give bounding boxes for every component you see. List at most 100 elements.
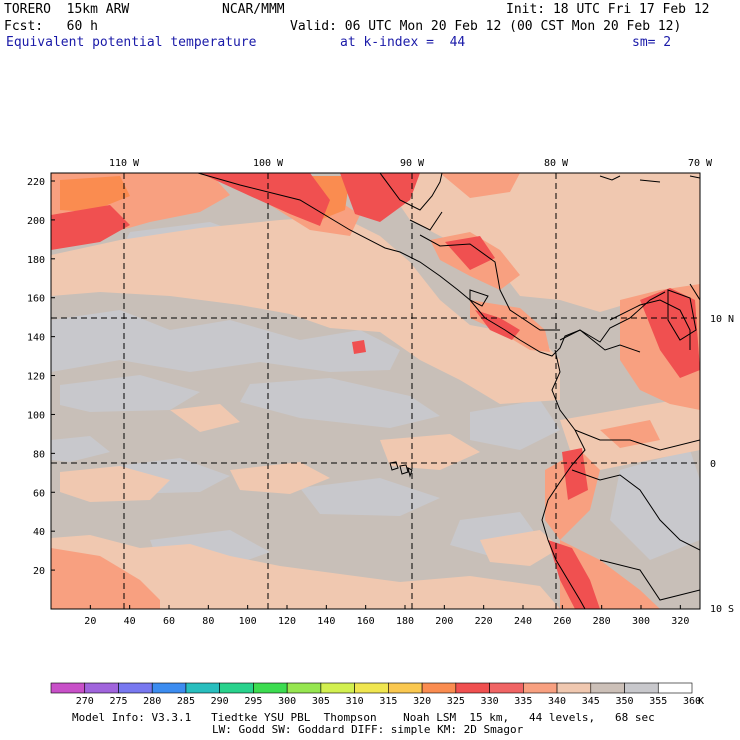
lon-label: 100 W <box>253 158 284 169</box>
y-tick-label: 120 <box>27 372 45 383</box>
colorbar-label: 285 <box>177 696 195 707</box>
theta-e-field <box>51 173 700 609</box>
colorbar-label: 280 <box>143 696 161 707</box>
colorbar-label: 335 <box>514 696 532 707</box>
coastlines <box>197 173 700 609</box>
colorbar-label: 360 <box>683 696 701 707</box>
colorbar-swatch <box>50 682 86 694</box>
lon-labels: 110 W 100 W 90 W 80 W 70 W <box>109 158 713 169</box>
graticule <box>51 173 700 609</box>
colorbar-label: 330 <box>481 696 499 707</box>
peru-border <box>571 469 700 551</box>
lon-label: 70 W <box>688 158 713 169</box>
colorbar-swatch <box>455 682 490 694</box>
colorbar-swatch <box>84 682 119 694</box>
x-tick-label: 200 <box>435 616 453 627</box>
colorbar-swatch <box>286 682 322 694</box>
colorbar-unit: K <box>698 696 704 707</box>
colorbar-label: 305 <box>312 696 330 707</box>
x-tick-label: 60 <box>163 616 175 627</box>
lon-label: 80 W <box>544 158 569 169</box>
colorbar-label: 270 <box>76 696 94 707</box>
x-tick-label: 300 <box>632 616 650 627</box>
y-tick-label: 60 <box>33 488 45 499</box>
central-america-pacific-coast <box>197 173 666 357</box>
y-tick-label: 220 <box>27 177 45 188</box>
x-tick-label: 80 <box>202 616 214 627</box>
x-tick-label: 160 <box>357 616 375 627</box>
orange-patch <box>60 176 130 212</box>
colorbar-label: 345 <box>582 696 600 707</box>
colorbar-label: 290 <box>211 696 229 707</box>
colorbar-swatch <box>523 682 558 694</box>
peach-regions <box>51 173 700 609</box>
colorbar-swatch <box>118 682 153 694</box>
x-tick-label: 140 <box>317 616 335 627</box>
guatemala-border <box>409 211 443 231</box>
x-tick-labels: 20 40 60 80 100 120 140 160 180 200 220 240 260 280 30… <box>84 605 689 627</box>
south-america-coast <box>541 349 586 609</box>
colorbar-label: 320 <box>413 696 431 707</box>
colorbar-swatch <box>354 682 389 694</box>
colorbar-swatch <box>253 682 288 694</box>
model-info: Model Info: V3.3.1 Tiedtke YSU PBL Thomp… <box>72 711 655 724</box>
org-label: NCAR/MMM <box>222 2 285 17</box>
colorbar-swatch <box>590 682 625 694</box>
peru-brazil-border <box>599 559 700 601</box>
y-tick-label: 200 <box>27 216 45 227</box>
y-tick-label: 40 <box>33 527 45 538</box>
lat-label: 10 N <box>710 314 734 325</box>
colorbar-label: 295 <box>244 696 262 707</box>
colorbar-swatch <box>657 682 693 694</box>
warm-regions <box>51 173 700 609</box>
colorbar-swatch <box>388 682 423 694</box>
maracaibo-lake <box>667 289 697 341</box>
lon-label: 110 W <box>109 158 140 169</box>
yucatan-coast <box>379 173 443 211</box>
colorbar-label: 350 <box>615 696 633 707</box>
level-label: at k-index = 44 <box>340 35 466 50</box>
lat-label: 10 S <box>710 604 734 615</box>
x-tick-label: 20 <box>84 616 96 627</box>
colorbar-label: 325 <box>447 696 465 707</box>
colorbar-label: 300 <box>278 696 296 707</box>
x-tick-label: 100 <box>239 616 257 627</box>
x-tick-label: 240 <box>514 616 532 627</box>
colorbar: 270 275 280 285 290 295 300 305 310 315 320 325 330 3… <box>50 682 701 707</box>
colorbar-swatch <box>185 682 220 694</box>
y-tick-label: 140 <box>27 333 45 344</box>
x-tick-label: 120 <box>278 616 296 627</box>
y-tick-label: 100 <box>27 410 45 421</box>
field-name: Equivalent potential temperature <box>6 35 257 50</box>
y-tick-label: 180 <box>27 255 45 266</box>
venezuela-coast <box>689 283 700 301</box>
colorbar-label: 355 <box>649 696 667 707</box>
colorbar-swatch <box>556 682 592 694</box>
colorbar-swatch <box>421 682 457 694</box>
colorbar-swatch <box>624 682 659 694</box>
smoothing-label: sm= 2 <box>632 35 672 50</box>
caribbean-islands <box>599 175 700 183</box>
colorbar-swatch <box>320 682 355 694</box>
valid-time: Valid: 06 UTC Mon 20 Feb 12 (00 CST Mon … <box>290 19 682 34</box>
colorbar-swatch <box>489 682 524 694</box>
x-tick-label: 40 <box>124 616 136 627</box>
x-tick-label: 280 <box>593 616 611 627</box>
y-tick-labels: 20 40 60 80 100 120 140 160 180 200 220 <box>27 177 55 577</box>
x-tick-label: 320 <box>671 616 689 627</box>
galapagos-islands <box>389 461 413 478</box>
forecast-hour: Fcst: 60 h <box>4 19 98 34</box>
init-time: Init: 18 UTC Fri 17 Feb 12 <box>506 2 710 17</box>
x-tick-label: 260 <box>553 616 571 627</box>
colorbar-label: 340 <box>548 696 566 707</box>
map-frame <box>50 172 701 610</box>
colorbar-label: 315 <box>379 696 397 707</box>
y-tick-label: 20 <box>33 566 45 577</box>
model-physics: LW: Godd SW: Goddard DIFF: simple KM: 2D… <box>212 723 524 736</box>
colombia-ecuador-border <box>574 429 700 451</box>
model-title: TORERO 15km ARW <box>4 2 130 17</box>
y-tick-label: 160 <box>27 294 45 305</box>
nicaragua-lake <box>469 289 489 307</box>
colorbar-swatch <box>219 682 254 694</box>
colorbar-swatch <box>151 682 187 694</box>
